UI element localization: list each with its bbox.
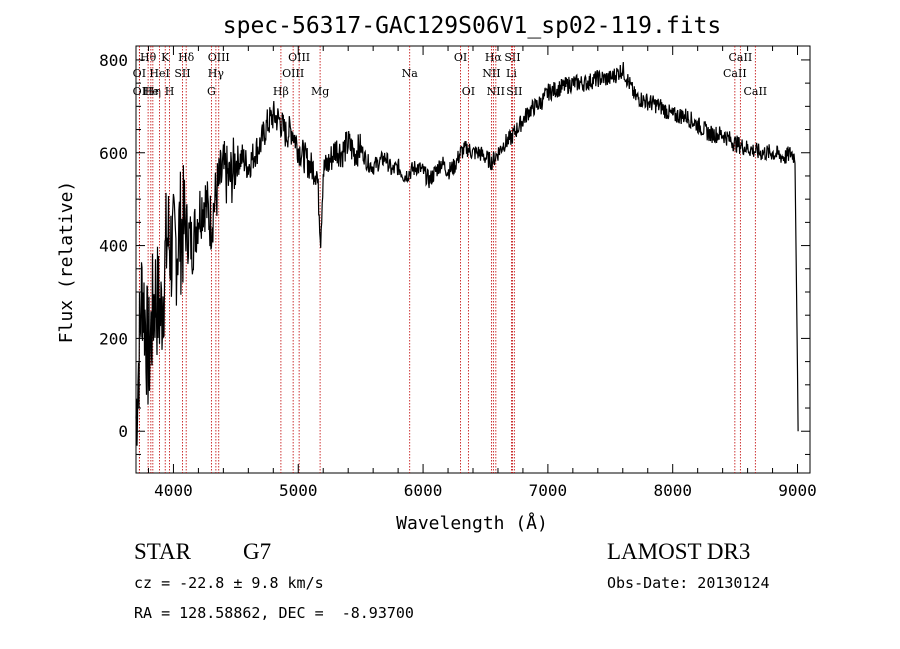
line-marker-label: Li — [506, 67, 517, 80]
object-class: STAR — [134, 539, 191, 564]
plot-frame — [135, 45, 811, 474]
x-tick-label: 8000 — [653, 481, 692, 500]
line-marker-label: HeI — [149, 67, 169, 80]
line-marker-label: CaII — [743, 85, 767, 98]
redshift-value: cz = -22.8 ± 9.8 km/s — [134, 574, 324, 592]
line-marker-label: OI — [462, 85, 475, 98]
line-marker-label: SII — [506, 85, 522, 98]
line-marker-label: Hθ — [140, 51, 157, 64]
line-marker-label: OIII — [282, 67, 304, 80]
y-tick-label: 800 — [99, 51, 128, 70]
x-tick-label: 4000 — [154, 481, 193, 500]
line-marker-label: CaII — [723, 67, 747, 80]
y-tick-label: 600 — [99, 144, 128, 163]
x-tick-label: 7000 — [529, 481, 568, 500]
line-marker-label: He — [143, 85, 159, 98]
line-marker-label: CaII — [729, 51, 753, 64]
y-tick-label: 0 — [118, 422, 128, 441]
y-tick-label: 200 — [99, 329, 128, 348]
line-marker-label: Hη — [145, 85, 161, 98]
y-axis-label: Flux (relative) — [56, 181, 77, 344]
line-marker-label: Hδ — [178, 51, 195, 64]
line-marker-label: Hα — [485, 51, 503, 64]
survey-name: LAMOST DR3 — [607, 539, 751, 564]
coordinates: RA = 128.58862, DEC = -8.93700 — [134, 604, 414, 622]
axis-ticks: 4000 5000 6000 7000 8000 9000 0 200 400 600 800 — [99, 46, 817, 500]
flux-line — [135, 61, 799, 446]
line-marker-label: Hγ — [208, 67, 225, 80]
y-tick-label: 400 — [99, 237, 128, 256]
chart-title: spec-56317-GAC129S06V1_sp02-119.fits — [223, 13, 722, 39]
line-marker-label: SII — [504, 51, 520, 64]
observation-date: Obs-Date: 20130124 — [607, 574, 770, 592]
line-marker-label: NII — [482, 67, 500, 80]
line-marker-label: OI — [133, 85, 146, 98]
x-axis-label: Wavelength (Å) — [396, 512, 548, 534]
line-marker-label: Mg — [311, 85, 329, 98]
line-marker-label: Hβ — [273, 85, 289, 98]
line-marker-label: K — [161, 51, 170, 64]
line-marker-label: OIII — [208, 51, 230, 64]
line-marker-label: OIII — [288, 51, 310, 64]
line-marker-label: SII — [174, 67, 190, 80]
line-marker-label: NII — [487, 85, 505, 98]
line-marker-label: Na — [402, 67, 419, 80]
x-tick-label: 6000 — [404, 481, 443, 500]
spectral-subclass: G7 — [243, 539, 272, 564]
line-marker-label: H — [165, 85, 175, 98]
x-tick-label: 9000 — [778, 481, 817, 500]
x-tick-label: 5000 — [279, 481, 318, 500]
line-marker-label: G — [207, 85, 216, 98]
line-marker-label: OI — [454, 51, 467, 64]
